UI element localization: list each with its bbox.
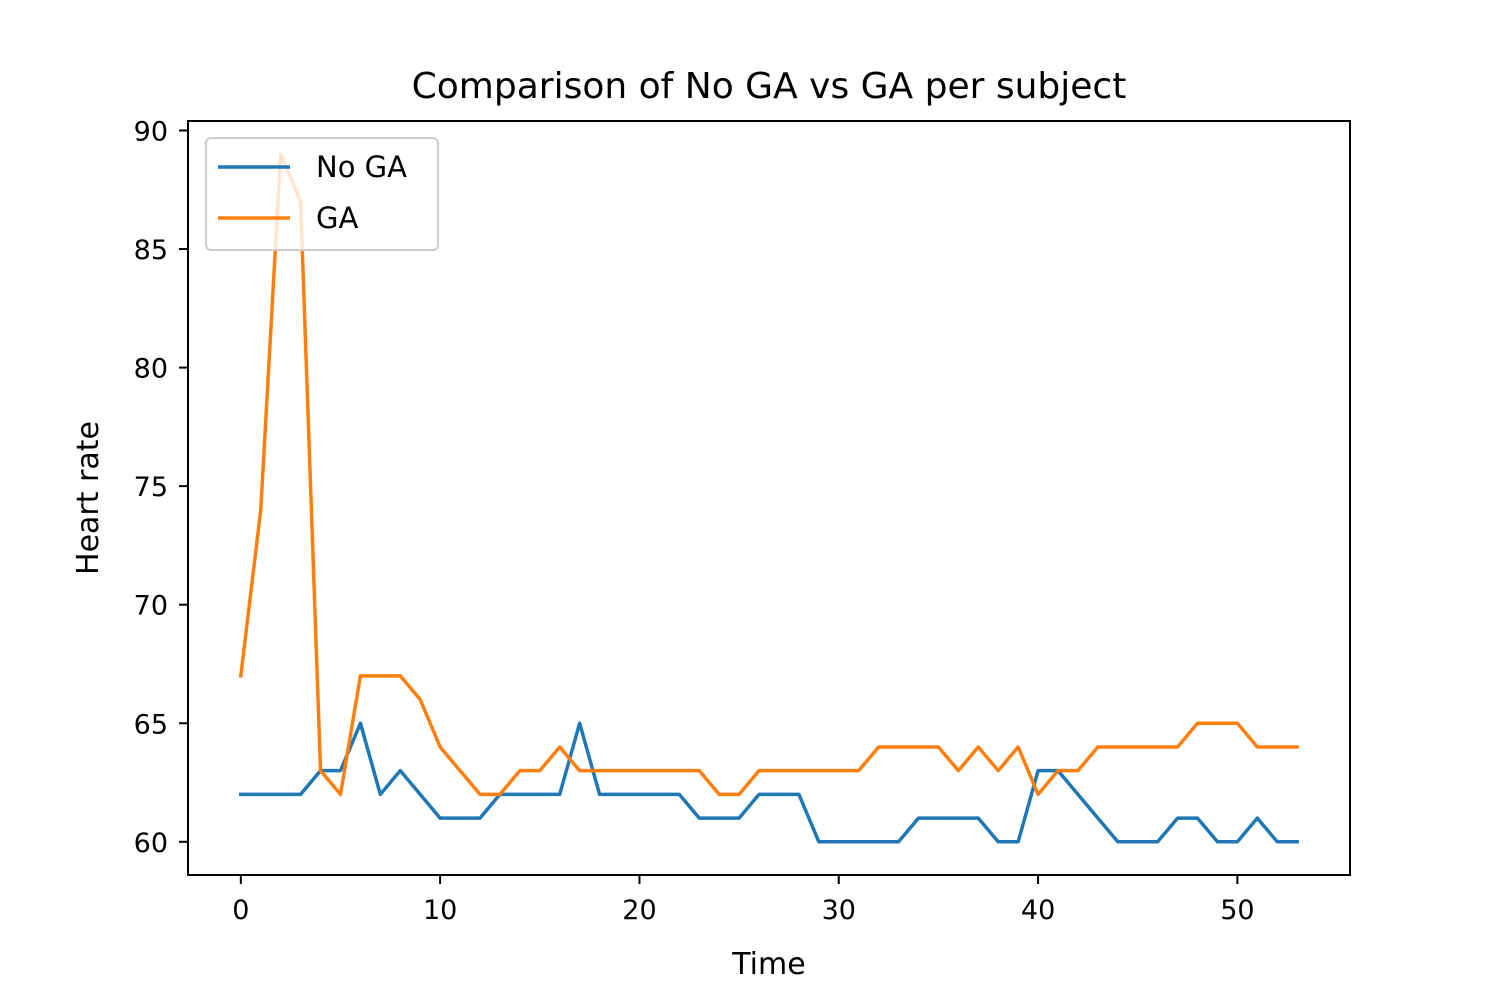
legend-label: GA [316,201,358,235]
x-axis-ticks: 0 10 20 30 40 50 [232,875,1255,926]
x-tick-label: 30 [822,895,856,926]
series-line-ga [238,152,1299,797]
x-tick-label: 0 [232,895,249,926]
chart-title: Comparison of No GA vs GA per subject [412,66,1127,107]
x-axis-label: Time [731,947,805,982]
x-tick-label: 50 [1220,895,1254,926]
series-layer [238,152,1299,844]
y-axis-label: Heart rate [71,421,106,575]
series-line-no-ga [239,721,1299,844]
y-tick-label: 80 [134,354,168,385]
y-tick-label: 85 [134,235,168,266]
plot-frame [187,120,1351,876]
y-tick-label: 90 [134,116,168,147]
legend: No GA GA [205,137,439,251]
y-tick-label: 75 [134,472,168,503]
y-tick-label: 70 [134,591,168,622]
x-tick-label: 40 [1021,895,1055,926]
y-axis-ticks: 60 65 70 75 80 85 90 [134,116,188,859]
x-tick-label: 20 [622,895,656,926]
y-tick-label: 60 [134,828,168,859]
x-tick-label: 10 [423,895,457,926]
y-tick-label: 65 [134,709,168,740]
legend-label: No GA [316,150,407,184]
